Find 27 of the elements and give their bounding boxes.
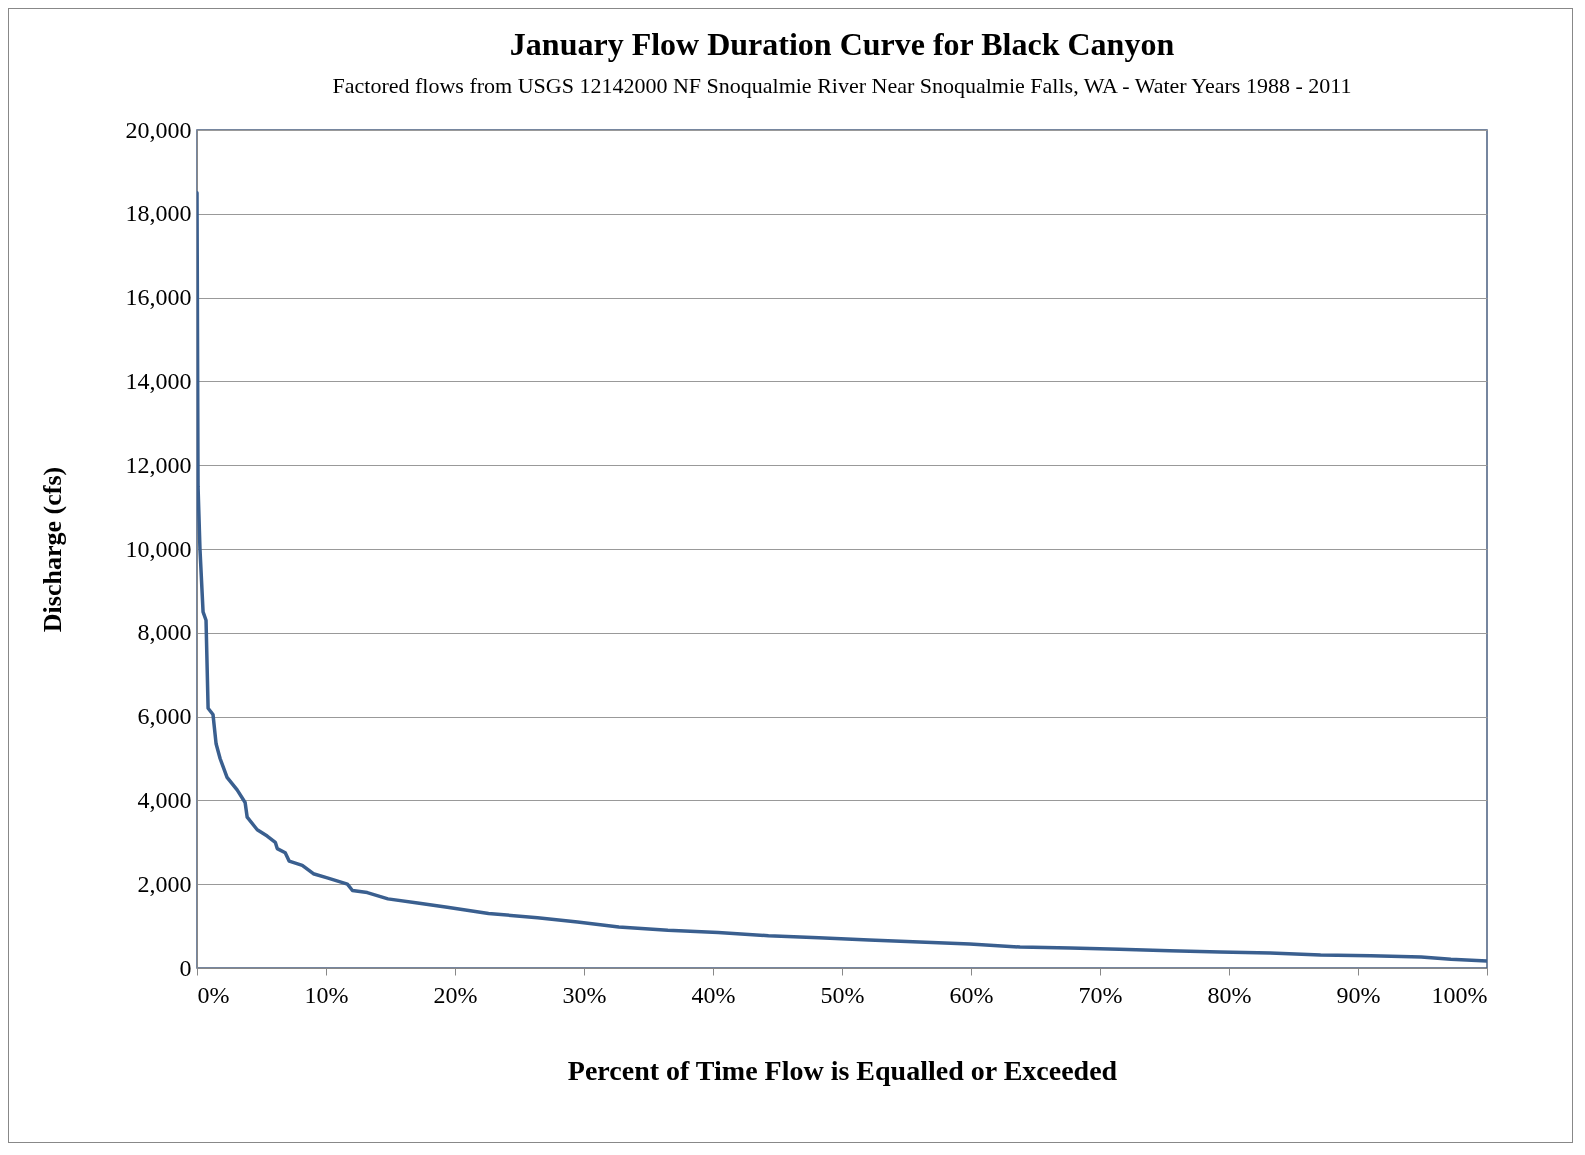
y-tick-label: 4,000 <box>137 786 192 813</box>
x-tick-label: 40% <box>691 981 736 1008</box>
x-tick-label: 70% <box>1078 981 1123 1008</box>
y-tick-label: 20,000 <box>125 116 192 143</box>
chart-title: January Flow Duration Curve for Black Canyon <box>509 26 1175 62</box>
x-tick-label: 100% <box>1431 981 1488 1008</box>
y-tick-label: 10,000 <box>125 535 192 562</box>
x-tick-label: 30% <box>562 981 607 1008</box>
y-tick-label: 12,000 <box>125 451 192 478</box>
x-tick-label: 80% <box>1207 981 1252 1008</box>
y-tick-label: 8,000 <box>137 619 192 646</box>
line-series <box>197 191 1487 963</box>
x-tick-label: 60% <box>949 981 994 1008</box>
chart-subtitle: Factored flows from USGS 12142000 NF Snoqualmie River Near Snoqualmie Falls, WA - Water Years 1988 - 2011 <box>332 73 1352 98</box>
y-tick-label: 14,000 <box>125 367 192 394</box>
x-tick-label: 90% <box>1336 981 1381 1008</box>
x-tick-label: 10% <box>304 981 349 1008</box>
x-tick-label: 0% <box>197 981 230 1008</box>
x-tick-label: 20% <box>433 981 478 1008</box>
y-tick-label: 0 <box>179 954 192 981</box>
x-axis-title: Percent of Time Flow is Equalled or Exceeded <box>567 1054 1118 1086</box>
y-tick-label: 18,000 <box>125 200 192 227</box>
y-tick-label: 2,000 <box>137 870 192 897</box>
y-tick-label: 16,000 <box>125 284 192 311</box>
y-tick-label: 6,000 <box>137 703 192 730</box>
x-tick-label: 50% <box>820 981 865 1008</box>
y-axis-title: Discharge (cfs) <box>37 466 67 633</box>
